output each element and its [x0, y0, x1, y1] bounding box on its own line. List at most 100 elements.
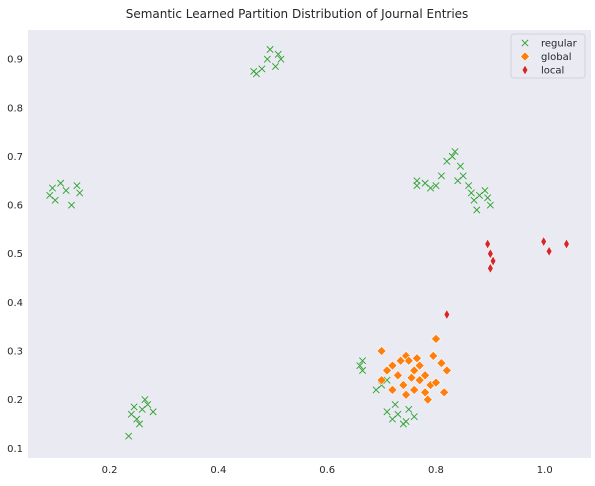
point-regular: [73, 182, 81, 190]
point-global: [406, 372, 417, 383]
point-global: [430, 377, 441, 388]
point-regular: [46, 191, 54, 199]
legend: regular global local: [510, 33, 586, 79]
point-local: [487, 248, 494, 260]
y-tick-label: 0.3: [7, 347, 23, 358]
point-global: [414, 360, 425, 371]
y-tick-label: 0.7: [7, 152, 23, 163]
point-global: [392, 370, 403, 381]
point-global: [403, 355, 414, 366]
point-global: [387, 360, 398, 371]
point-regular: [144, 400, 152, 409]
chart-title: Semantic Learned Partition Distribution …: [126, 7, 469, 21]
point-regular: [62, 186, 70, 195]
y-axis-ticks: 0.1 0.2 0.3 0.4 0.5 0.6 0.7 0.8 0.9: [7, 55, 23, 455]
legend-marker-regular: [521, 39, 529, 47]
point-regular: [383, 408, 391, 416]
point-global: [414, 375, 425, 386]
point-local: [489, 255, 497, 267]
point-regular: [356, 362, 364, 370]
point-global: [376, 375, 387, 386]
y-tick-label: 0.6: [7, 201, 23, 212]
point-regular: [57, 179, 65, 187]
point-regular: [465, 182, 473, 190]
point-regular: [456, 162, 464, 170]
point-regular: [443, 157, 451, 165]
plot-area: [28, 30, 591, 458]
y-tick-label: 0.2: [7, 395, 23, 406]
point-global: [395, 355, 406, 366]
point-local: [443, 309, 450, 320]
point-regular: [277, 55, 285, 63]
point-global: [420, 387, 431, 398]
point-regular: [481, 186, 489, 195]
point-regular: [484, 194, 492, 202]
point-regular: [263, 55, 271, 63]
point-regular: [437, 172, 445, 180]
point-regular: [410, 413, 418, 421]
point-regular: [427, 184, 435, 192]
point-global: [428, 350, 439, 361]
point-global: [441, 365, 452, 376]
point-regular: [391, 400, 399, 409]
point-global: [401, 389, 412, 400]
point-local: [540, 236, 547, 247]
point-global: [376, 345, 387, 357]
point-global: [409, 365, 420, 376]
point-regular: [125, 432, 133, 440]
point-regular: [250, 67, 258, 75]
x-tick-label: 0.2: [102, 465, 118, 476]
point-regular: [432, 182, 440, 190]
legend-label-regular: regular: [541, 39, 578, 50]
data-points: [46, 45, 570, 440]
point-local: [484, 238, 491, 250]
point-regular: [76, 189, 84, 197]
point-global: [398, 380, 409, 391]
point-global: [409, 384, 420, 395]
point-local: [546, 245, 553, 257]
series-local: [443, 236, 570, 320]
point-global: [381, 365, 393, 376]
point-regular: [359, 366, 367, 374]
point-global: [387, 384, 398, 395]
point-regular: [48, 184, 56, 192]
point-regular: [451, 148, 459, 156]
series-global: [376, 333, 452, 405]
point-regular: [413, 182, 421, 190]
point-regular: [141, 396, 149, 404]
legend-label-global: global: [541, 52, 572, 63]
legend-marker-global: [519, 51, 531, 62]
point-regular: [470, 196, 478, 204]
point-regular: [149, 408, 157, 416]
point-local: [487, 263, 494, 274]
x-tick-label: 0.4: [210, 465, 226, 476]
point-regular: [467, 189, 475, 197]
y-tick-label: 0.5: [7, 249, 23, 260]
point-global: [411, 353, 422, 364]
point-regular: [383, 376, 391, 384]
point-regular: [486, 201, 494, 209]
point-global: [430, 333, 441, 344]
series-regular: [46, 45, 494, 440]
x-tick-label: 0.6: [319, 465, 335, 476]
y-tick-label: 0.9: [7, 55, 23, 66]
point-regular: [473, 206, 481, 214]
y-tick-label: 0.1: [7, 444, 23, 455]
point-local: [563, 238, 570, 250]
point-global: [422, 394, 433, 405]
point-regular: [67, 201, 76, 209]
x-tick-label: 1.0: [537, 465, 553, 476]
point-regular: [402, 418, 410, 426]
point-regular: [274, 50, 282, 58]
point-regular: [454, 177, 462, 185]
point-regular: [388, 415, 396, 423]
y-tick-label: 0.4: [7, 298, 23, 309]
point-regular: [405, 405, 413, 413]
point-global: [420, 370, 431, 381]
point-regular: [372, 386, 380, 394]
point-regular: [359, 357, 367, 365]
point-global: [439, 387, 450, 398]
point-regular: [271, 62, 280, 70]
